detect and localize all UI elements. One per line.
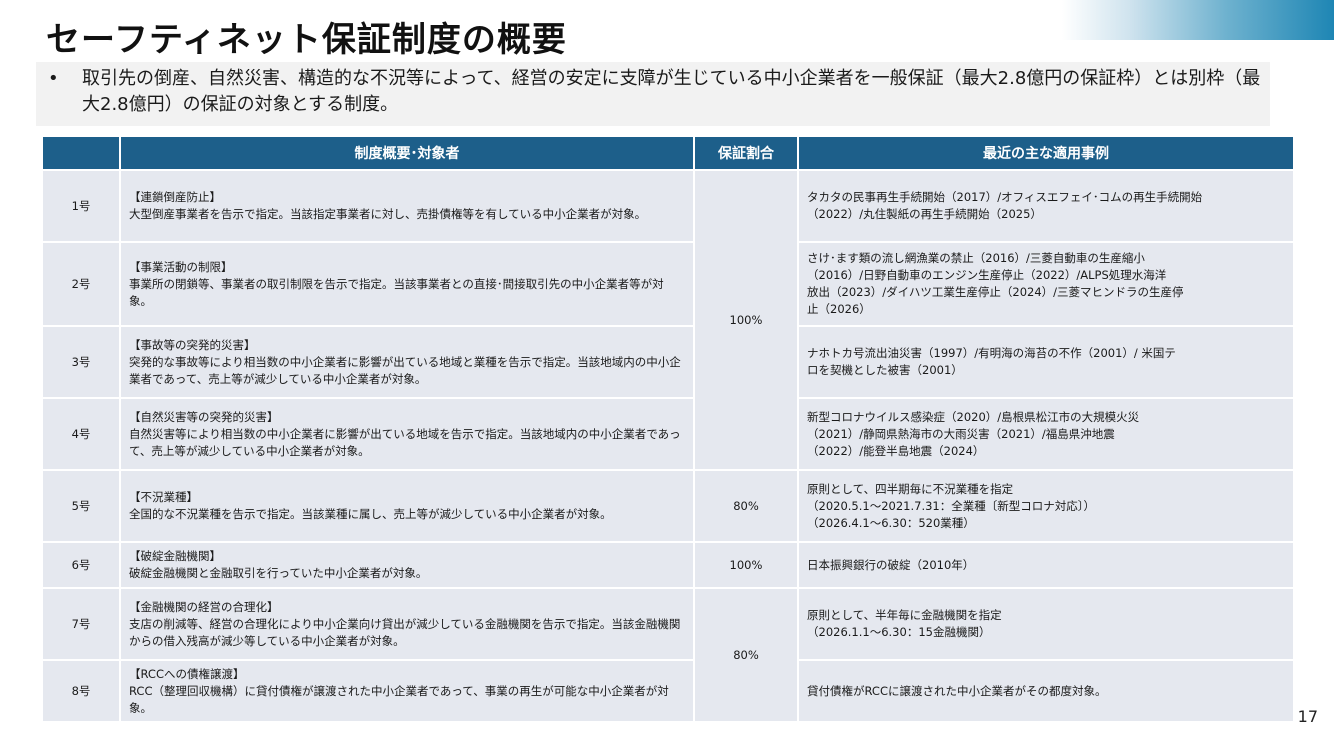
header-cases: 最近の主な適用事例	[797, 135, 1295, 171]
row-heading: 【連鎖倒産防止】	[129, 190, 221, 204]
guarantee-table: 制度概要･対象者 保証割合 最近の主な適用事例 1号 【連鎖倒産防止】 大型倒産…	[41, 135, 1295, 723]
summary-box: • 取引先の倒産、自然災害、構造的な不況等によって、経営の安定に支障が生じている…	[36, 62, 1270, 126]
row-cases: 原則として、半年毎に金融機関を指定 （2026.1.1～6.30：15金融機関）	[797, 587, 1295, 661]
row-description: 【破綻金融機関】 破綻金融機関と金融取引を行っていた中小企業者が対象。	[119, 541, 695, 589]
row-number: 3号	[41, 325, 121, 399]
row-body: 破綻金融機関と金融取引を行っていた中小企業者が対象。	[129, 566, 428, 580]
bullet-icon: •	[48, 68, 59, 89]
table-row: 7号 【金融機関の経営の合理化】 支店の削減等、経営の合理化により中小企業向け貸…	[41, 587, 1295, 723]
row-description: 【不況業種】 全国的な不況業種を告示で指定。当該業種に属し、売上等が減少している…	[119, 469, 695, 543]
row-heading: 【破綻金融機関】	[129, 549, 221, 563]
rate-cell: 100%	[693, 541, 799, 589]
row-body: 突発的な事故等により相当数の中小企業者に影響が出ている地域と業種を告示で指定。当…	[129, 354, 681, 386]
row-cases: 日本振興銀行の破綻（2010年）	[797, 541, 1295, 589]
row-cases: タカタの民事再生手続開始（2017）/オフィスエフェイ･コムの再生手続開始 （2…	[797, 169, 1295, 243]
table-row: 5号 【不況業種】 全国的な不況業種を告示で指定。当該業種に属し、売上等が減少し…	[41, 469, 1295, 543]
table-row: 4号 【自然災害等の突発的災害】 自然災害等により相当数の中小企業者に影響が出て…	[41, 397, 1295, 471]
row-body: RCC（整理回収機構）に貸付債権が譲渡された中小企業者であって、事業の再生が可能…	[129, 683, 669, 715]
page-number: 17	[1297, 707, 1318, 726]
row-number: 1号	[41, 169, 121, 243]
row-number: 8号	[41, 659, 121, 723]
row-description: 【連鎖倒産防止】 大型倒産事業者を告示で指定。当該指定事業者に対し、売掛債権等を…	[119, 169, 695, 243]
row-description: 【RCCへの債権譲渡】 RCC（整理回収機構）に貸付債権が譲渡された中小企業者で…	[119, 659, 695, 723]
row-body: 事業所の閉鎖等、事業者の取引制限を告示で指定。当該事業者との直接･間接取引先の中…	[129, 276, 664, 308]
rate-cell: 80%	[693, 587, 799, 723]
row-description: 【自然災害等の突発的災害】 自然災害等により相当数の中小企業者に影響が出ている地…	[119, 397, 695, 471]
header-number	[41, 135, 121, 171]
header-decoration-bar	[1062, 0, 1334, 40]
row-description: 【事故等の突発的災害】 突発的な事故等により相当数の中小企業者に影響が出ている地…	[119, 325, 695, 399]
row-number: 6号	[41, 541, 121, 589]
row-body: 自然災害等により相当数の中小企業者に影響が出ている地域を告示で指定。当該地域内の…	[129, 426, 681, 458]
row-body: 大型倒産事業者を告示で指定。当該指定事業者に対し、売掛債権等を有している中小企業…	[129, 207, 647, 221]
row-description: 【事業活動の制限】 事業所の閉鎖等、事業者の取引制限を告示で指定。当該事業者との…	[119, 241, 695, 327]
row-cases: 原則として、四半期毎に不況業種を指定 （2020.5.1～2021.7.31：全…	[797, 469, 1295, 543]
page-title: セーフティネット保証制度の概要	[46, 20, 567, 60]
rate-cell: 100%	[693, 169, 799, 471]
row-heading: 【金融機関の経営の合理化】	[129, 599, 279, 614]
row-body: 支店の削減等、経営の合理化により中小企業向け貸出が減少している金融機関を告示で指…	[129, 616, 681, 648]
summary-text: 取引先の倒産、自然災害、構造的な不況等によって、経営の安定に支障が生じている中小…	[82, 68, 1261, 115]
table-row: 6号 【破綻金融機関】 破綻金融機関と金融取引を行っていた中小企業者が対象。 1…	[41, 541, 1295, 589]
row-number: 7号	[41, 587, 121, 661]
row-heading: 【自然災害等の突発的災害】	[129, 409, 279, 424]
row-heading: 【事故等の突発的災害】	[129, 337, 256, 352]
row-number: 5号	[41, 469, 121, 543]
rate-cell: 80%	[693, 469, 799, 543]
row-body: 全国的な不況業種を告示で指定。当該業種に属し、売上等が減少している中小企業者が対…	[129, 507, 612, 521]
row-number: 4号	[41, 397, 121, 471]
table-header-row: 制度概要･対象者 保証割合 最近の主な適用事例	[41, 135, 1295, 171]
row-heading: 【事業活動の制限】	[129, 259, 233, 274]
header-overview: 制度概要･対象者	[119, 135, 695, 171]
table-row: 2号 【事業活動の制限】 事業所の閉鎖等、事業者の取引制限を告示で指定。当該事業…	[41, 241, 1295, 327]
row-cases: 新型コロナウイルス感染症（2020）/島根県松江市の大規模火災 （2021）/静…	[797, 397, 1295, 471]
row-cases: ナホトカ号流出油災害（1997）/有明海の海苔の不作（2001）/ 米国テ ロを…	[797, 325, 1295, 399]
table-row: 1号 【連鎖倒産防止】 大型倒産事業者を告示で指定。当該指定事業者に対し、売掛債…	[41, 169, 1295, 471]
row-number: 2号	[41, 241, 121, 327]
row-cases: さけ･ます類の流し網漁業の禁止（2016）/三菱自動車の生産縮小 （2016）/…	[797, 241, 1295, 327]
row-description: 【金融機関の経営の合理化】 支店の削減等、経営の合理化により中小企業向け貸出が減…	[119, 587, 695, 661]
header-rate: 保証割合	[693, 135, 799, 171]
row-heading: 【RCCへの債権譲渡】	[129, 666, 245, 681]
table-row: 8号 【RCCへの債権譲渡】 RCC（整理回収機構）に貸付債権が譲渡された中小企…	[41, 659, 1295, 723]
row-heading: 【不況業種】	[129, 490, 198, 504]
row-cases: 貸付債権がRCCに譲渡された中小企業者がその都度対象。	[797, 659, 1295, 723]
table-row: 3号 【事故等の突発的災害】 突発的な事故等により相当数の中小企業者に影響が出て…	[41, 325, 1295, 399]
